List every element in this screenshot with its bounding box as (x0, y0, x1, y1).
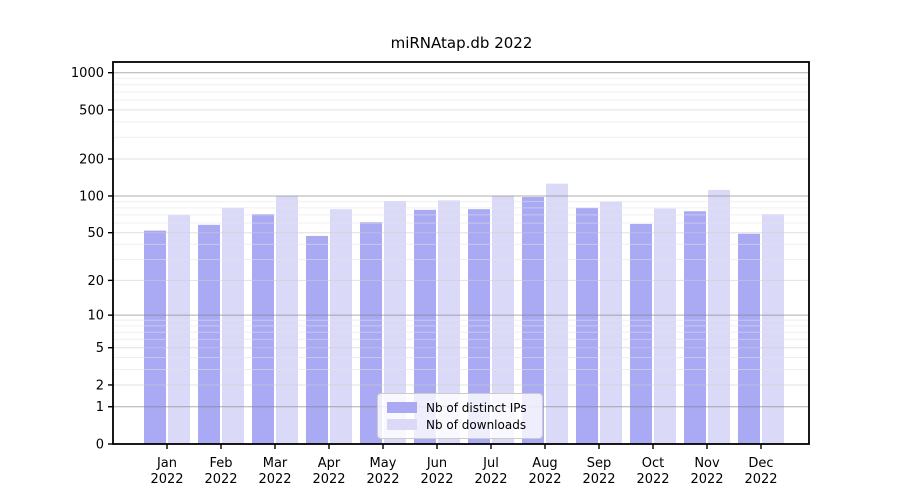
bar-downloads-sep (600, 201, 622, 444)
y-tick-label: 0 (96, 438, 104, 453)
bar-ips-jan (144, 230, 166, 444)
bar-downloads-jan (168, 214, 190, 444)
legend-swatch-downloads (387, 419, 417, 430)
x-tick-label-year: 2022 (474, 472, 507, 487)
legend-label-downloads: Nb of downloads (426, 417, 527, 432)
bar-ips-mar (252, 214, 274, 444)
bar-downloads-may (384, 200, 406, 444)
x-tick-label: Jul (482, 456, 499, 471)
x-tick-label: Feb (209, 456, 232, 471)
x-tick-label-year: 2022 (636, 472, 669, 487)
x-tick-label-year: 2022 (366, 472, 399, 487)
bar-ips-jun (414, 209, 436, 444)
x-tick-label-year: 2022 (258, 472, 291, 487)
x-tick-label: Jun (426, 456, 447, 471)
x-tick-label: Dec (748, 456, 773, 471)
y-tick-label: 100 (79, 189, 104, 204)
y-tick-label: 200 (79, 152, 104, 167)
chart-title: miRNAtap.db 2022 (390, 34, 533, 52)
y-tick-label: 5 (96, 341, 104, 356)
x-tick-label-year: 2022 (312, 472, 345, 487)
plot-frame (112, 61, 810, 445)
y-tick-label: 1000 (71, 66, 104, 81)
x-tick-label-year: 2022 (150, 472, 183, 487)
bar-ips-nov (684, 211, 706, 444)
y-tick-label: 1 (96, 400, 104, 415)
bar-ips-oct (630, 223, 652, 444)
legend-swatch-distinct-ips (387, 402, 417, 413)
legend: Nb of distinct IPs Nb of downloads (377, 393, 543, 439)
legend-label-distinct-ips: Nb of distinct IPs (426, 400, 527, 415)
bar-downloads-dec (762, 214, 784, 444)
x-tick-label-year: 2022 (204, 472, 237, 487)
y-tick-label: 2 (96, 378, 104, 393)
bar-ips-apr (306, 235, 328, 444)
x-tick-label-year: 2022 (744, 472, 777, 487)
x-tick-label: Sep (587, 456, 612, 471)
x-tick-label: Apr (318, 456, 341, 471)
bar-downloads-jun (438, 200, 460, 444)
bar-ips-may (360, 222, 382, 444)
x-tick-label-year: 2022 (582, 472, 615, 487)
legend-item-distinct-ips: Nb of distinct IPs (387, 399, 532, 416)
x-tick-label: Jan (156, 456, 177, 471)
x-tick-label: Mar (263, 456, 288, 471)
bar-downloads-nov (708, 189, 730, 444)
y-tick-label: 10 (87, 309, 104, 324)
y-tick-label: 50 (87, 226, 104, 241)
x-tick-label: Nov (694, 456, 720, 471)
x-tick-label: Aug (532, 456, 557, 471)
bar-downloads-aug (546, 183, 568, 444)
x-tick-label: Oct (642, 456, 664, 471)
legend-item-downloads: Nb of downloads (387, 416, 532, 433)
y-tick-label: 500 (79, 103, 104, 118)
x-tick-label: May (370, 456, 397, 471)
y-tick-label: 20 (87, 274, 104, 289)
x-tick-label-year: 2022 (420, 472, 453, 487)
x-tick-label-year: 2022 (690, 472, 723, 487)
bar-ips-dec (738, 233, 760, 444)
bar-ips-feb (198, 224, 220, 444)
x-tick-label-year: 2022 (528, 472, 561, 487)
